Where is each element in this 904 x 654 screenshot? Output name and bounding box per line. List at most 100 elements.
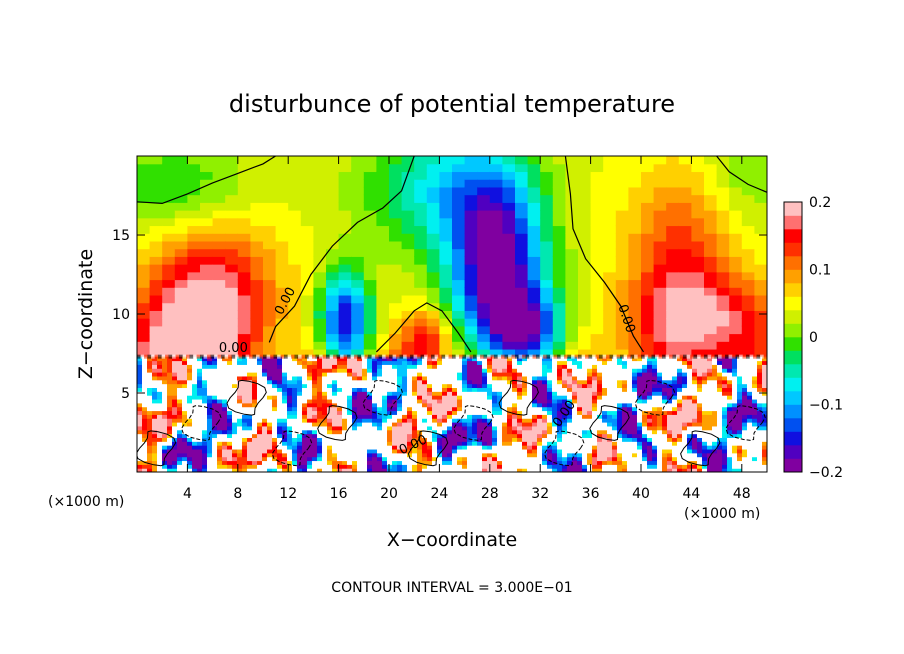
- field-cell: [187, 452, 193, 458]
- field-cell: [482, 360, 488, 365]
- field-cell: [565, 156, 579, 165]
- field-cell: [222, 425, 228, 431]
- field-cell: [389, 279, 403, 288]
- field-cell: [427, 441, 433, 446]
- field-cell: [192, 414, 198, 419]
- field-cell: [597, 398, 603, 404]
- field-cell: [464, 194, 478, 203]
- field-cell: [717, 379, 723, 385]
- field-cell: [392, 452, 398, 458]
- field-cell: [464, 179, 478, 188]
- field-cell: [162, 225, 176, 234]
- field-cell: [712, 425, 718, 431]
- field-cell: [562, 433, 568, 438]
- field-cell: [682, 456, 688, 462]
- field-cell: [172, 402, 178, 408]
- field-cell: [322, 414, 328, 419]
- field-cell: [537, 375, 543, 381]
- field-cell: [603, 240, 617, 250]
- field-cell: [732, 364, 738, 369]
- field-cell: [142, 422, 148, 427]
- field-cell: [137, 333, 151, 342]
- field-cell: [567, 391, 573, 396]
- field-cell: [217, 383, 223, 389]
- field-cell: [414, 318, 428, 327]
- field-cell: [347, 398, 353, 404]
- field-cell: [487, 441, 493, 446]
- field-cell: [727, 422, 733, 427]
- field-cell: [747, 391, 753, 396]
- field-cell: [288, 171, 302, 180]
- field-cell: [357, 441, 363, 446]
- field-cell: [527, 437, 533, 442]
- field-cell: [417, 375, 423, 381]
- field-cell: [152, 383, 158, 389]
- field-cell: [477, 391, 483, 396]
- field-cell: [742, 356, 748, 362]
- field-cell: [497, 372, 503, 377]
- field-cell: [666, 156, 680, 165]
- field-cell: [300, 225, 314, 234]
- field-cell: [414, 279, 428, 288]
- field-cell: [547, 375, 553, 381]
- field-cell: [532, 441, 538, 446]
- field-cell: [187, 233, 201, 242]
- field-cell: [622, 456, 628, 462]
- field-cell: [192, 360, 198, 365]
- field-cell: [212, 310, 226, 319]
- field-cell: [338, 310, 352, 319]
- field-cell: [162, 387, 168, 392]
- field-cell: [437, 429, 443, 435]
- field-cell: [542, 379, 548, 385]
- field-cell: [162, 379, 168, 385]
- field-cell: [572, 448, 578, 454]
- field-cell: [489, 333, 503, 342]
- field-cell: [537, 448, 543, 454]
- field-cell: [142, 395, 148, 400]
- field-cell: [262, 460, 268, 465]
- field-cell: [717, 418, 723, 423]
- field-cell: [602, 402, 608, 408]
- field-cell: [477, 433, 483, 438]
- field-cell: [447, 372, 453, 377]
- field-cell: [572, 395, 578, 400]
- field-cell: [372, 437, 378, 442]
- field-cell: [682, 391, 688, 396]
- field-cell: [737, 445, 743, 450]
- field-cell: [397, 468, 403, 472]
- field-cell: [382, 406, 388, 412]
- field-cell: [377, 375, 383, 381]
- field-cell: [464, 310, 478, 319]
- field-cell: [712, 448, 718, 454]
- field-cell: [202, 464, 208, 469]
- field-cell: [632, 364, 638, 369]
- field-cell: [603, 279, 617, 288]
- field-cell: [637, 364, 643, 369]
- field-cell: [527, 233, 541, 242]
- field-cell: [307, 452, 313, 458]
- field-cell: [402, 460, 408, 465]
- field-cell: [487, 375, 493, 381]
- field-cell: [552, 294, 566, 304]
- field-cell: [300, 194, 314, 203]
- field-cell: [489, 240, 503, 250]
- field-cell: [527, 441, 533, 446]
- field-cell: [628, 287, 642, 296]
- field-cell: [637, 375, 643, 381]
- field-cell: [562, 372, 568, 377]
- field-cell: [417, 368, 423, 373]
- field-cell: [367, 360, 373, 365]
- field-cell: [602, 425, 608, 431]
- field-cell: [402, 464, 408, 469]
- field-cell: [422, 410, 428, 415]
- field-cell: [622, 441, 628, 446]
- field-cell: [392, 422, 398, 427]
- field-cell: [167, 452, 173, 458]
- field-cell: [477, 387, 483, 392]
- field-cell: [287, 441, 293, 446]
- field-cell: [687, 456, 693, 462]
- field-cell: [702, 456, 708, 462]
- field-cell: [437, 418, 443, 423]
- field-cell: [197, 441, 203, 446]
- field-cell: [232, 356, 238, 362]
